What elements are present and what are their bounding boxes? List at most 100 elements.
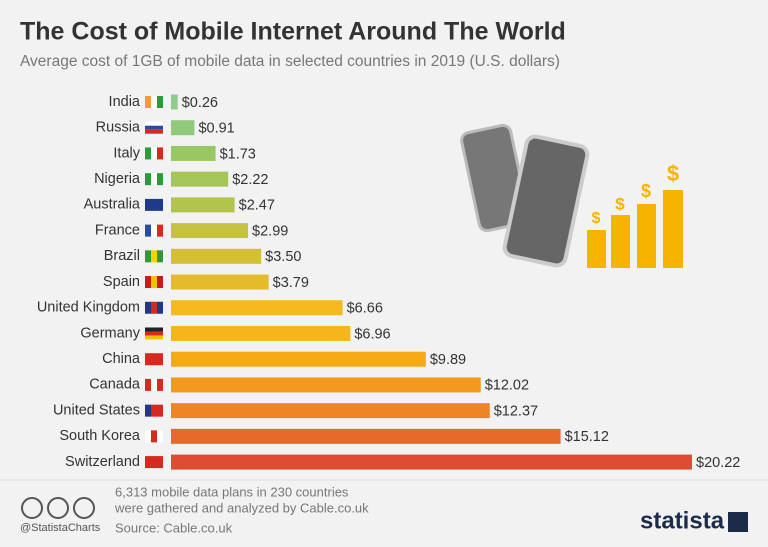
flag bbox=[145, 327, 163, 332]
dollar-icon: $ bbox=[592, 210, 601, 227]
dollar-icon: $ bbox=[667, 161, 679, 186]
flag bbox=[151, 147, 157, 160]
y-tick-label: Russia bbox=[96, 120, 141, 136]
y-tick-label: Brazil bbox=[104, 248, 140, 264]
bar bbox=[171, 94, 178, 110]
brand-icon bbox=[728, 512, 748, 532]
flag bbox=[157, 456, 163, 469]
cc-icon bbox=[21, 497, 43, 519]
flag bbox=[157, 198, 163, 211]
flag bbox=[145, 430, 151, 443]
bar bbox=[171, 145, 216, 161]
flag bbox=[145, 353, 151, 366]
y-tick-label: France bbox=[95, 222, 140, 238]
illustration: $ $ $ $ bbox=[460, 123, 683, 268]
y-tick-label: Australia bbox=[84, 197, 141, 213]
value-label: $3.50 bbox=[265, 249, 301, 265]
flag bbox=[145, 147, 151, 160]
flag bbox=[145, 173, 151, 186]
phone-front bbox=[502, 134, 590, 268]
cc-icons bbox=[21, 497, 95, 519]
y-tick-label: India bbox=[109, 94, 141, 110]
flag bbox=[157, 276, 163, 289]
value-label: $20.22 bbox=[696, 455, 740, 471]
coin-bar bbox=[587, 230, 606, 268]
note-line: were gathered and analyzed by Cable.co.u… bbox=[114, 500, 369, 515]
note-line: 6,313 mobile data plans in 230 countries bbox=[115, 484, 349, 499]
brand-logo[interactable]: statista bbox=[640, 507, 725, 534]
y-tick-label: China bbox=[102, 351, 141, 367]
flag bbox=[151, 198, 157, 211]
flag bbox=[151, 430, 157, 443]
flag bbox=[145, 224, 151, 237]
flag bbox=[151, 301, 157, 314]
chart-subtitle: Average cost of 1GB of mobile data in se… bbox=[20, 53, 560, 70]
value-label: $15.12 bbox=[565, 429, 609, 445]
flag bbox=[157, 404, 163, 417]
dollar-icon: $ bbox=[641, 181, 651, 201]
value-label: $9.89 bbox=[430, 352, 466, 368]
value-label: $3.79 bbox=[273, 275, 309, 291]
source: Source: Cable.co.uk bbox=[115, 520, 233, 535]
flag bbox=[151, 224, 157, 237]
bar bbox=[171, 351, 426, 367]
y-tick-label: Switzerland bbox=[65, 454, 140, 470]
value-label: $0.26 bbox=[182, 95, 218, 111]
value-label: $1.73 bbox=[220, 146, 256, 162]
flag bbox=[145, 121, 163, 126]
flag bbox=[151, 404, 157, 417]
bar bbox=[171, 274, 269, 290]
coin-bar bbox=[611, 215, 630, 268]
bar bbox=[171, 197, 235, 213]
bar bbox=[171, 454, 692, 470]
y-tick-label: South Korea bbox=[59, 428, 141, 444]
credit: @StatistaCharts bbox=[20, 522, 101, 534]
flag bbox=[157, 173, 163, 186]
flag bbox=[145, 198, 151, 211]
value-label: $6.96 bbox=[354, 326, 390, 342]
value-label: $2.99 bbox=[252, 223, 288, 239]
bar bbox=[171, 120, 195, 136]
value-label: $6.66 bbox=[347, 301, 383, 317]
bar bbox=[171, 403, 490, 419]
coin-bar bbox=[663, 190, 683, 268]
value-label: $2.47 bbox=[239, 198, 275, 214]
flag bbox=[151, 96, 157, 108]
flag bbox=[157, 250, 163, 263]
flag bbox=[157, 301, 163, 314]
value-label: $2.22 bbox=[232, 172, 268, 188]
bar bbox=[171, 325, 351, 341]
y-tick-label: United Kingdom bbox=[37, 300, 140, 316]
flag bbox=[157, 430, 163, 443]
value-label: $12.02 bbox=[485, 378, 529, 394]
dollar-icon: $ bbox=[615, 194, 625, 213]
flag bbox=[145, 96, 151, 108]
chart-title: The Cost of Mobile Internet Around The W… bbox=[20, 18, 566, 46]
flag bbox=[157, 378, 163, 391]
nd-icon bbox=[73, 497, 95, 519]
flag bbox=[145, 250, 151, 263]
bar bbox=[171, 248, 262, 264]
flag bbox=[145, 335, 163, 340]
y-tick-label: Canada bbox=[89, 377, 141, 393]
flag bbox=[151, 378, 157, 391]
flag bbox=[145, 404, 151, 417]
y-tick-label: Spain bbox=[103, 274, 140, 290]
value-label: $12.37 bbox=[494, 403, 538, 419]
bar bbox=[171, 171, 229, 187]
bar bbox=[171, 223, 249, 239]
flag bbox=[151, 250, 157, 263]
bar bbox=[171, 300, 343, 316]
flag bbox=[151, 276, 157, 289]
flag bbox=[151, 173, 157, 186]
y-tick-label: Italy bbox=[113, 145, 140, 161]
flag bbox=[157, 224, 163, 237]
flag bbox=[145, 378, 151, 391]
flag bbox=[145, 456, 151, 469]
coin-bar bbox=[637, 204, 656, 268]
y-tick-label: United States bbox=[53, 402, 140, 418]
flag bbox=[157, 96, 163, 108]
flag bbox=[145, 125, 163, 130]
